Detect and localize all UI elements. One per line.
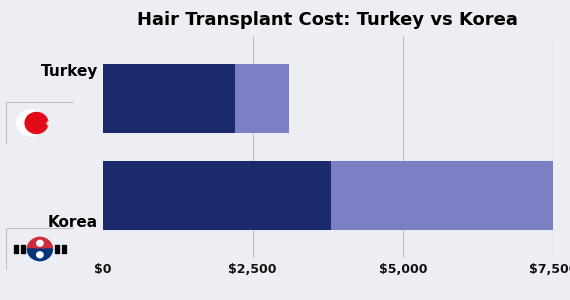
Bar xyxy=(331,160,553,230)
Bar xyxy=(62,251,66,253)
Circle shape xyxy=(25,112,48,134)
Text: Korea: Korea xyxy=(48,215,98,230)
Title: Hair Transplant Cost: Turkey vs Korea: Hair Transplant Cost: Turkey vs Korea xyxy=(137,11,518,29)
Circle shape xyxy=(34,249,46,260)
Bar xyxy=(55,245,59,247)
Bar xyxy=(64,248,66,250)
Bar xyxy=(103,160,331,230)
Text: Turkey: Turkey xyxy=(40,64,98,79)
Bar xyxy=(21,248,23,250)
Circle shape xyxy=(34,238,46,249)
Bar xyxy=(55,248,59,250)
Text: ★: ★ xyxy=(43,118,54,128)
Circle shape xyxy=(17,110,45,136)
Circle shape xyxy=(36,240,43,246)
Wedge shape xyxy=(27,249,52,260)
Bar xyxy=(21,245,25,247)
Bar xyxy=(14,245,18,247)
Bar xyxy=(62,245,66,247)
Circle shape xyxy=(36,252,43,258)
Bar xyxy=(103,64,235,134)
Bar xyxy=(62,248,64,250)
Bar xyxy=(21,251,25,253)
Wedge shape xyxy=(27,238,52,249)
Bar xyxy=(14,251,18,253)
Bar xyxy=(23,248,25,250)
Bar xyxy=(235,64,289,134)
Bar xyxy=(55,251,59,253)
Bar xyxy=(14,248,18,250)
